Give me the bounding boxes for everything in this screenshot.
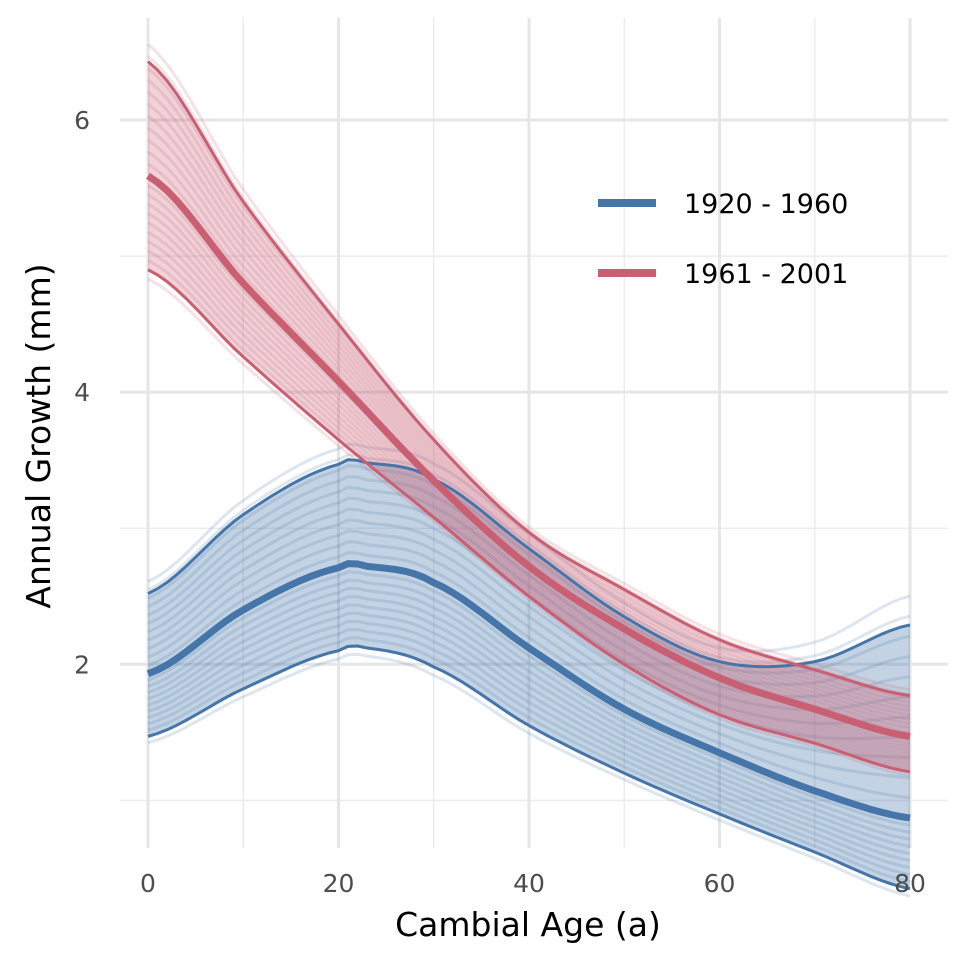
lower-bound-line bbox=[147, 644, 911, 891]
ensemble-line bbox=[147, 540, 911, 780]
series-lines bbox=[146, 60, 911, 891]
legend-label-1961-2001: 1961 - 2001 bbox=[684, 259, 848, 290]
y-tick-label: 2 bbox=[74, 650, 90, 679]
ensemble-line bbox=[147, 570, 911, 827]
tick-labels: 0 20 40 60 80 2 4 6 bbox=[74, 106, 926, 898]
x-tick-label: 80 bbox=[894, 869, 926, 898]
ensemble-line bbox=[147, 586, 911, 841]
ensemble-line bbox=[147, 230, 911, 760]
ensemble-line bbox=[147, 202, 911, 749]
ensemble-line bbox=[147, 150, 911, 730]
x-tick-label: 20 bbox=[323, 869, 355, 898]
y-tick-label: 4 bbox=[74, 378, 90, 407]
ensemble-line bbox=[147, 221, 911, 756]
x-tick-label: 0 bbox=[140, 869, 156, 898]
upper-bound-line bbox=[146, 60, 911, 698]
x-tick-label: 40 bbox=[513, 869, 545, 898]
x-tick-label: 60 bbox=[704, 869, 736, 898]
ensemble-line bbox=[147, 611, 911, 862]
lower-bound-line bbox=[147, 268, 911, 774]
upper-bound-line bbox=[147, 458, 911, 669]
ensemble-line bbox=[147, 91, 911, 709]
mean-line bbox=[146, 172, 911, 740]
ensemble-line bbox=[147, 464, 911, 675]
ensemble-line bbox=[147, 102, 911, 713]
ensemble-line bbox=[147, 595, 911, 848]
ensemble-line bbox=[147, 652, 911, 898]
ensemble-line bbox=[147, 67, 911, 700]
ensemble-line bbox=[146, 43, 911, 691]
ensemble-line bbox=[147, 258, 911, 770]
ensemble-line bbox=[147, 518, 910, 741]
y-tick-label: 6 bbox=[74, 106, 90, 135]
legend-label-1920-1960: 1920 - 1960 bbox=[684, 189, 848, 220]
ensemble-line bbox=[147, 578, 911, 834]
ensemble-line bbox=[147, 636, 911, 884]
ensemble-line bbox=[147, 277, 911, 777]
ensemble-line bbox=[147, 603, 911, 855]
ensemble-line bbox=[147, 496, 911, 712]
ensemble-line bbox=[147, 240, 911, 763]
grid bbox=[120, 18, 948, 848]
ensemble-line bbox=[147, 126, 911, 721]
x-axis-title: Cambial Age (a) bbox=[395, 905, 661, 944]
mean-line bbox=[146, 560, 911, 822]
ensemble-line bbox=[147, 551, 911, 800]
y-axis-title: Annual Growth (mm) bbox=[19, 263, 58, 608]
legend: 1920 - 1960 1961 - 2001 bbox=[598, 189, 848, 290]
ensemble-line bbox=[147, 193, 911, 745]
ensemble-line bbox=[147, 212, 911, 753]
ensemble-line bbox=[147, 138, 911, 726]
ensemble-line bbox=[147, 529, 911, 759]
confidence-band bbox=[148, 61, 910, 772]
ensemble-line bbox=[147, 249, 911, 767]
ensemble-line bbox=[147, 619, 911, 870]
ensemble-line bbox=[147, 628, 911, 877]
